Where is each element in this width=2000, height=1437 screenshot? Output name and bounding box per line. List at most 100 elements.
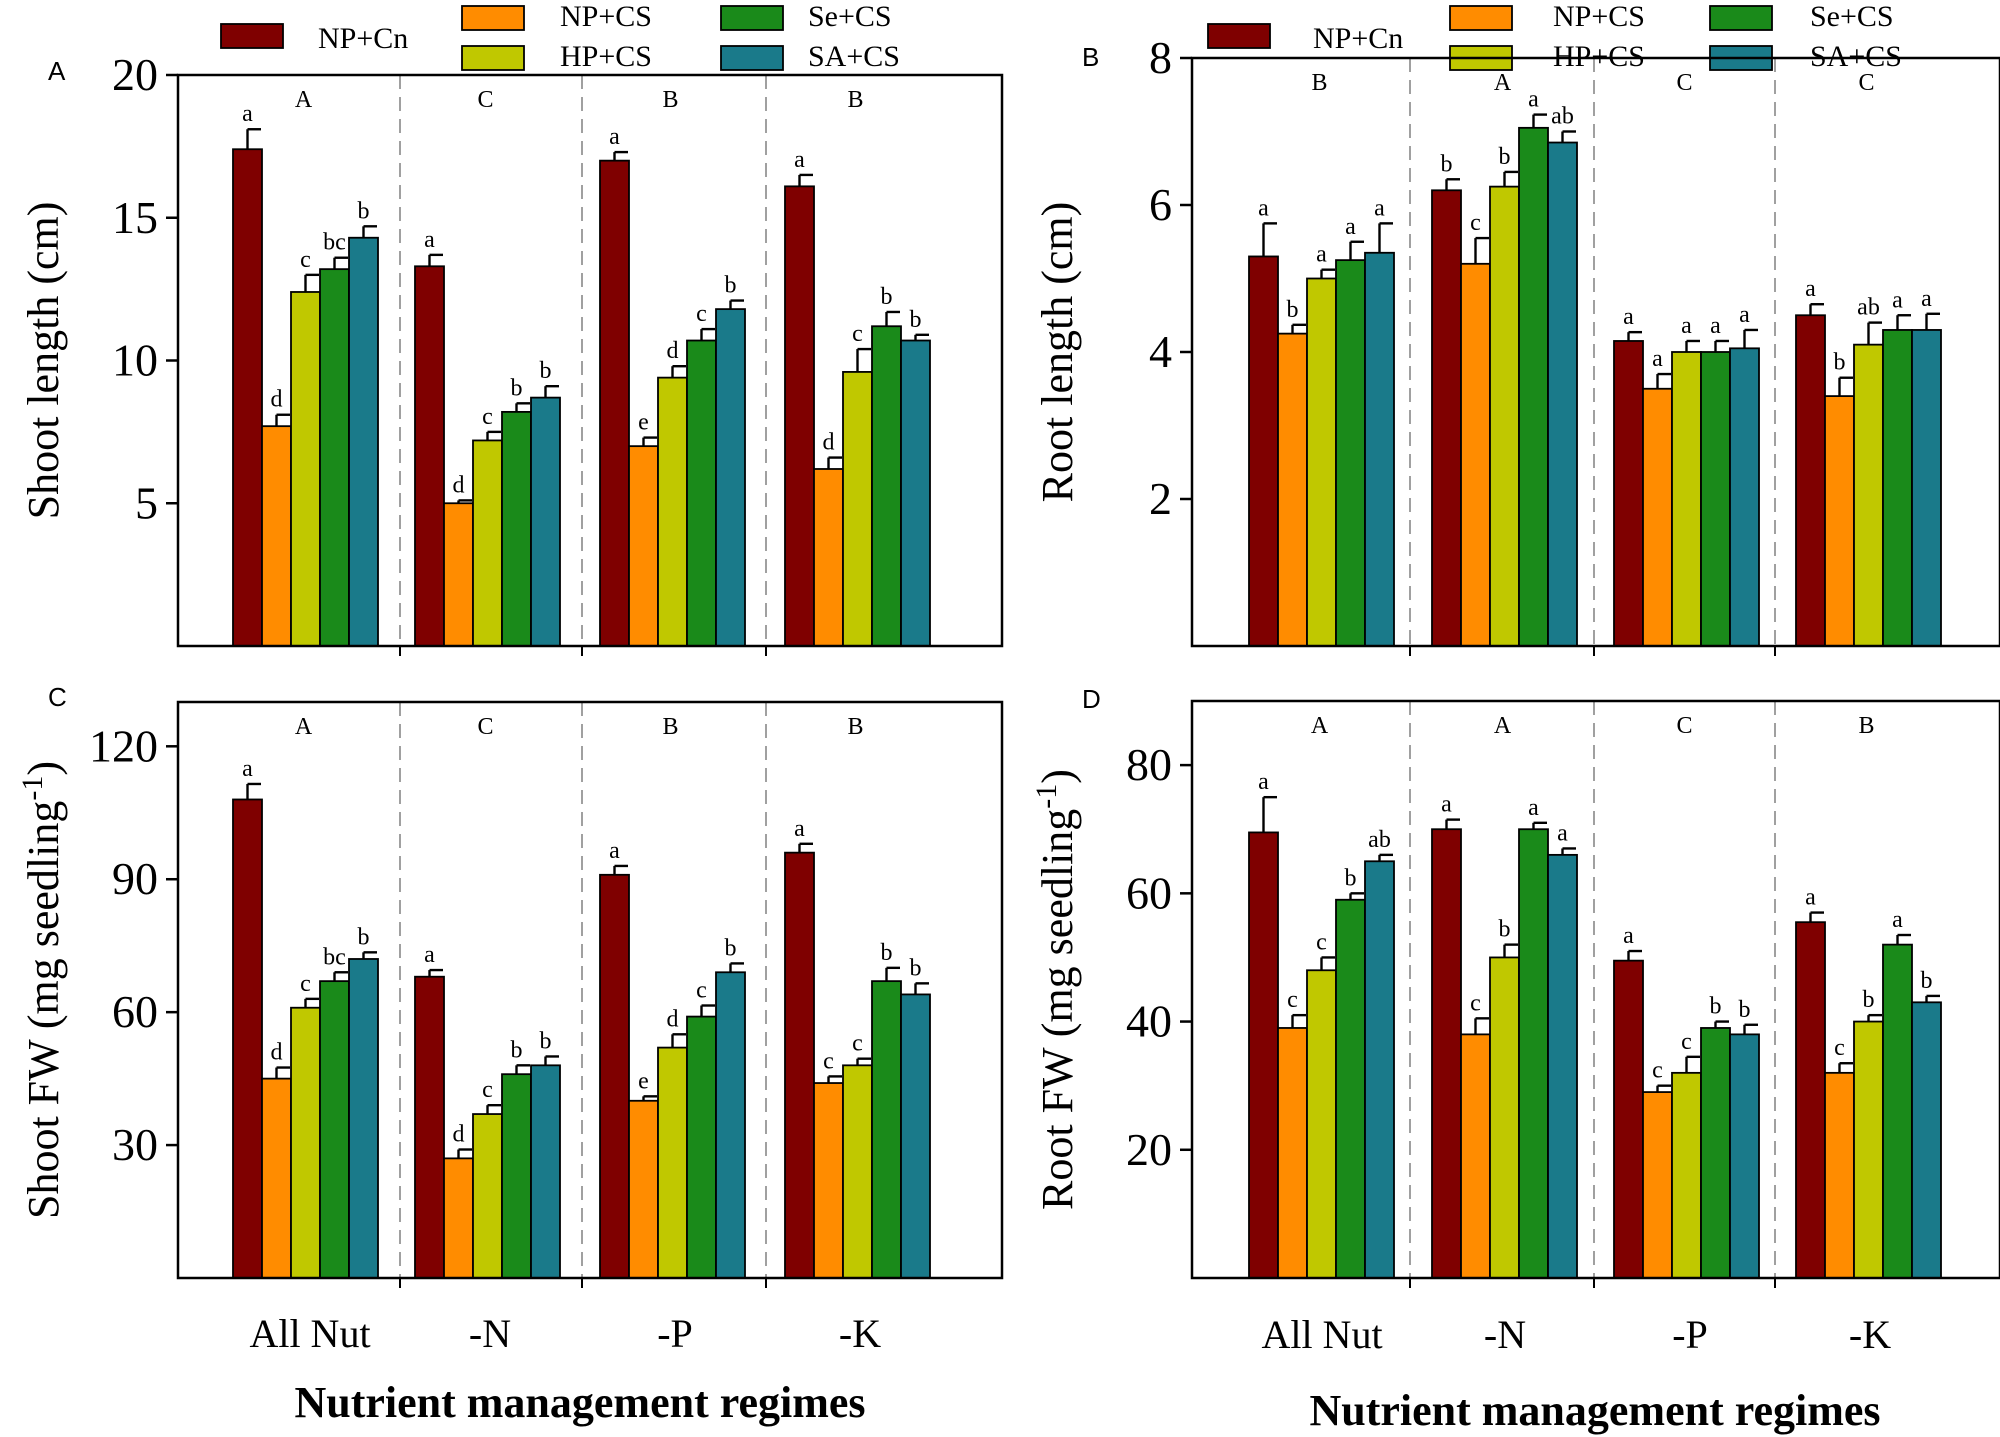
- legend-label-np-cn: NP+Cn: [1313, 22, 1403, 55]
- bar-np-cn-2: [1613, 340, 1644, 647]
- legend-label-sa-cs: SA+CS: [808, 40, 900, 73]
- bar-se-cs-1: [501, 410, 532, 647]
- significance-letter: a: [1623, 923, 1634, 949]
- significance-letter: b: [1834, 350, 1846, 376]
- bar-sa-cs-0: [348, 958, 379, 1279]
- significance-letter: c: [1287, 987, 1298, 1013]
- significance-letter: b: [1863, 987, 1875, 1013]
- y-tick-label: 15: [112, 192, 158, 243]
- bar-np-cs-0: [261, 1077, 292, 1279]
- significance-letter: b: [725, 273, 737, 299]
- legend-label-np-cs: NP+CS: [1553, 0, 1645, 33]
- significance-letter: a: [1681, 313, 1692, 339]
- legend-label-se-cs: Se+CS: [1810, 0, 1894, 33]
- y-tick-label: 4: [1149, 326, 1172, 377]
- bar-se-cs-3: [871, 980, 902, 1279]
- legend-swatch-np-cs: [461, 5, 525, 31]
- significance-letter: c: [482, 404, 493, 430]
- bar-sa-cs-3: [1911, 329, 1942, 647]
- x-category-label-right-1: -N: [1484, 1312, 1526, 1357]
- bar-se-cs-2: [686, 339, 717, 647]
- group-significance-letter: B: [662, 87, 678, 113]
- significance-letter: a: [1652, 346, 1663, 372]
- group-significance-letter: B: [1858, 713, 1874, 739]
- significance-letter: b: [511, 375, 523, 401]
- y-tick-label: 5: [135, 477, 158, 528]
- x-category-label-left-2: -P: [657, 1311, 693, 1356]
- group-significance-letter: A: [295, 87, 313, 113]
- legend-label-se-cs: Se+CS: [808, 0, 892, 33]
- group-significance-letter: B: [847, 87, 863, 113]
- significance-letter: a: [1557, 820, 1568, 846]
- group-significance-letter: A: [1494, 713, 1512, 739]
- significance-letter: a: [1528, 795, 1539, 821]
- bar-np-cn-3: [1795, 921, 1826, 1279]
- bar-hp-cs-0: [1306, 277, 1337, 647]
- significance-letter: b: [358, 198, 370, 224]
- y-axis-title-text: Root length (cm): [1033, 202, 1082, 503]
- bar-se-cs-0: [1335, 259, 1366, 647]
- panel-label: C: [48, 682, 67, 712]
- significance-letter: b: [1441, 151, 1453, 177]
- group-significance-letter: C: [1858, 70, 1874, 96]
- significance-letter: a: [1805, 276, 1816, 302]
- significance-letter: d: [667, 1006, 679, 1032]
- bar-sa-cs-1: [530, 1064, 561, 1279]
- bar-hp-cs-0: [290, 1006, 321, 1279]
- panel-label: B: [1082, 42, 1099, 72]
- bar-np-cs-2: [1642, 1091, 1673, 1279]
- significance-letter: b: [540, 1028, 552, 1054]
- bar-np-cn-0: [1248, 831, 1279, 1279]
- significance-letter: a: [609, 838, 620, 864]
- significance-letter: b: [725, 935, 737, 961]
- significance-letter: a: [1892, 907, 1903, 933]
- significance-letter: ab: [1368, 827, 1391, 853]
- significance-letter: d: [667, 338, 679, 364]
- plot-frame: [176, 73, 1004, 648]
- group-significance-letter: B: [662, 714, 678, 740]
- x-axis-left: All Nut -N -P -K Nutrient management reg…: [249, 1311, 881, 1427]
- significance-letter: a: [1345, 214, 1356, 240]
- significance-letter: a: [1374, 195, 1385, 221]
- bar-np-cn-1: [414, 265, 445, 647]
- legend-right: NP+Cn NP+CS HP+CS Se+CS SA+CS: [1207, 0, 1902, 73]
- significance-letter: a: [242, 756, 253, 782]
- significance-letter: a: [1710, 313, 1721, 339]
- bar-np-cn-0: [232, 148, 263, 647]
- bar-hp-cs-2: [1671, 351, 1702, 647]
- group-significance-letter: B: [1311, 70, 1327, 96]
- group-significance-letter: C: [1676, 70, 1692, 96]
- bar-sa-cs-3: [900, 993, 931, 1279]
- significance-letter: c: [300, 247, 311, 273]
- y-axis-title-text: Root FW (mg seedling: [1033, 809, 1082, 1210]
- legend-swatch-np-cn: [220, 23, 284, 49]
- significance-letter: a: [1805, 885, 1816, 911]
- significance-letter: a: [794, 147, 805, 173]
- significance-letter: d: [271, 387, 283, 413]
- legend-label-np-cs: NP+CS: [560, 0, 652, 33]
- bar-sa-cs-0: [1364, 251, 1395, 647]
- significance-letter: e: [638, 410, 649, 436]
- significance-letter: c: [823, 1048, 834, 1074]
- significance-letter: c: [300, 971, 311, 997]
- bar-sa-cs-0: [348, 236, 379, 647]
- y-tick-label: 60: [1126, 867, 1172, 918]
- bar-hp-cs-3: [1853, 1020, 1884, 1279]
- x-category-label-right-0: All Nut: [1261, 1312, 1382, 1357]
- bar-hp-cs-1: [472, 439, 503, 647]
- bar-np-cn-1: [1431, 828, 1462, 1279]
- legend-label-hp-cs: HP+CS: [560, 40, 652, 73]
- legend-label-hp-cs: HP+CS: [1553, 40, 1645, 73]
- x-axis-title-left: Nutrient management regimes: [294, 1378, 865, 1427]
- bar-se-cs-2: [686, 1015, 717, 1279]
- bar-se-cs-3: [1882, 943, 1913, 1279]
- bar-se-cs-2: [1700, 1027, 1731, 1279]
- y-tick-label: 30: [112, 1119, 158, 1170]
- bar-se-cs-3: [871, 325, 902, 647]
- legend-swatch-np-cs: [1449, 5, 1513, 31]
- y-axis-title: Shoot length (cm): [19, 202, 68, 520]
- bar-hp-cs-0: [1306, 969, 1337, 1279]
- significance-letter: b: [1345, 865, 1357, 891]
